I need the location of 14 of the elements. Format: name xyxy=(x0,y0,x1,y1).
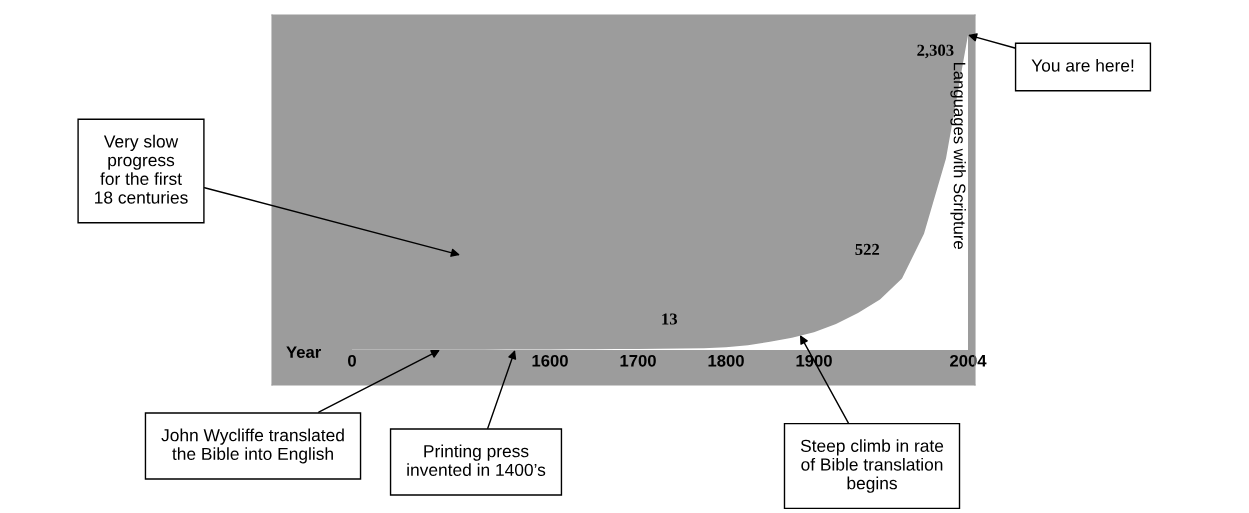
text: Steep climb in rate of Bible translation begins xyxy=(800,439,944,493)
x-tick-label: 1600 xyxy=(532,354,568,367)
x-axis-title: Year xyxy=(286,346,321,359)
annotation: You are here! xyxy=(1031,58,1134,72)
x-tick-label: 1800 xyxy=(708,354,744,367)
text: Very slow progress for the first 18 centuries xyxy=(95,134,188,204)
data-label: 2,303 xyxy=(917,44,954,59)
data-label: 522 xyxy=(855,243,880,255)
text: John Wycliffe translated the Bible into English xyxy=(161,428,344,464)
x-tick-label: 1700 xyxy=(620,354,656,367)
text: Printing press invented in 1400’s xyxy=(407,444,546,477)
data-label: 13 xyxy=(662,313,678,325)
y-axis-title: Languages with Scripture xyxy=(950,62,966,249)
x-tick-label: 0 xyxy=(348,354,356,367)
